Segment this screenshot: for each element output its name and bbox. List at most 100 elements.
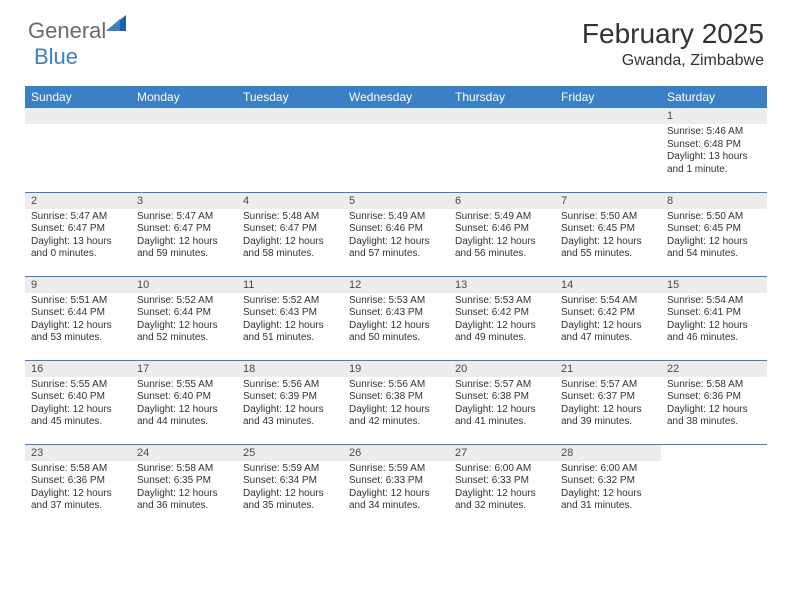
day-number: 5: [343, 193, 449, 209]
calendar-week-row: 2Sunrise: 5:47 AMSunset: 6:47 PMDaylight…: [25, 192, 767, 276]
day-details: Sunrise: 5:54 AMSunset: 6:42 PMDaylight:…: [555, 293, 661, 349]
sunrise-text: Sunrise: 5:48 AM: [243, 211, 337, 224]
sunrise-text: Sunrise: 6:00 AM: [455, 463, 549, 476]
col-sunday: Sunday: [25, 86, 131, 108]
page-header: General February 2025 Gwanda, Zimbabwe: [0, 0, 792, 78]
day-number-empty: [555, 108, 661, 124]
sunrise-text: Sunrise: 5:58 AM: [667, 379, 761, 392]
day-number-empty: [661, 445, 767, 461]
sunrise-text: Sunrise: 5:49 AM: [349, 211, 443, 224]
sunset-text: Sunset: 6:42 PM: [455, 307, 549, 320]
sunrise-text: Sunrise: 5:57 AM: [455, 379, 549, 392]
calendar-day-cell: 19Sunrise: 5:56 AMSunset: 6:38 PMDayligh…: [343, 360, 449, 444]
daylight-text: Daylight: 12 hours and 46 minutes.: [667, 320, 761, 345]
sunset-text: Sunset: 6:36 PM: [667, 391, 761, 404]
day-number: 24: [131, 445, 237, 461]
sunset-text: Sunset: 6:42 PM: [561, 307, 655, 320]
sunrise-text: Sunrise: 5:50 AM: [561, 211, 655, 224]
calendar-day-cell: [555, 108, 661, 192]
daylight-text: Daylight: 12 hours and 53 minutes.: [31, 320, 125, 345]
day-details: Sunrise: 5:57 AMSunset: 6:37 PMDaylight:…: [555, 377, 661, 433]
daylight-text: Daylight: 12 hours and 51 minutes.: [243, 320, 337, 345]
day-details: Sunrise: 5:59 AMSunset: 6:34 PMDaylight:…: [237, 461, 343, 517]
day-details: Sunrise: 5:46 AMSunset: 6:48 PMDaylight:…: [661, 124, 767, 180]
daylight-text: Daylight: 13 hours and 0 minutes.: [31, 236, 125, 261]
calendar-day-cell: 24Sunrise: 5:58 AMSunset: 6:35 PMDayligh…: [131, 444, 237, 528]
calendar-day-cell: 26Sunrise: 5:59 AMSunset: 6:33 PMDayligh…: [343, 444, 449, 528]
calendar-day-cell: [25, 108, 131, 192]
calendar-day-cell: 14Sunrise: 5:54 AMSunset: 6:42 PMDayligh…: [555, 276, 661, 360]
calendar-day-cell: 4Sunrise: 5:48 AMSunset: 6:47 PMDaylight…: [237, 192, 343, 276]
daylight-text: Daylight: 12 hours and 38 minutes.: [667, 404, 761, 429]
day-number-empty: [131, 108, 237, 124]
sunset-text: Sunset: 6:32 PM: [561, 475, 655, 488]
col-monday: Monday: [131, 86, 237, 108]
daylight-text: Daylight: 12 hours and 32 minutes.: [455, 488, 549, 513]
calendar-day-cell: 27Sunrise: 6:00 AMSunset: 6:33 PMDayligh…: [449, 444, 555, 528]
daylight-text: Daylight: 12 hours and 45 minutes.: [31, 404, 125, 429]
day-number: 28: [555, 445, 661, 461]
sunrise-text: Sunrise: 5:53 AM: [349, 295, 443, 308]
day-number: 18: [237, 361, 343, 377]
sunrise-text: Sunrise: 5:46 AM: [667, 126, 761, 139]
daylight-text: Daylight: 12 hours and 41 minutes.: [455, 404, 549, 429]
calendar-day-cell: [131, 108, 237, 192]
sunset-text: Sunset: 6:36 PM: [31, 475, 125, 488]
day-details: Sunrise: 5:48 AMSunset: 6:47 PMDaylight:…: [237, 209, 343, 265]
daylight-text: Daylight: 12 hours and 55 minutes.: [561, 236, 655, 261]
day-number: 22: [661, 361, 767, 377]
daylight-text: Daylight: 12 hours and 35 minutes.: [243, 488, 337, 513]
calendar-day-cell: 2Sunrise: 5:47 AMSunset: 6:47 PMDaylight…: [25, 192, 131, 276]
day-details: Sunrise: 5:58 AMSunset: 6:35 PMDaylight:…: [131, 461, 237, 517]
day-number: 27: [449, 445, 555, 461]
day-details: Sunrise: 5:50 AMSunset: 6:45 PMDaylight:…: [555, 209, 661, 265]
daylight-text: Daylight: 12 hours and 44 minutes.: [137, 404, 231, 429]
calendar-day-cell: 25Sunrise: 5:59 AMSunset: 6:34 PMDayligh…: [237, 444, 343, 528]
calendar-day-cell: 5 Sunrise: 5:49 AMSunset: 6:46 PMDaylight…: [343, 192, 449, 276]
sunrise-text: Sunrise: 5:47 AM: [31, 211, 125, 224]
sunrise-text: Sunrise: 5:58 AM: [31, 463, 125, 476]
sunset-text: Sunset: 6:40 PM: [137, 391, 231, 404]
day-number: 11: [237, 277, 343, 293]
col-friday: Friday: [555, 86, 661, 108]
sunset-text: Sunset: 6:43 PM: [243, 307, 337, 320]
title-block: February 2025 Gwanda, Zimbabwe: [582, 18, 764, 70]
calendar-day-cell: 20Sunrise: 5:57 AMSunset: 6:38 PMDayligh…: [449, 360, 555, 444]
day-number: 9: [25, 277, 131, 293]
calendar-day-cell: 1Sunrise: 5:46 AMSunset: 6:48 PMDaylight…: [661, 108, 767, 192]
day-number: 2: [25, 193, 131, 209]
sunrise-text: Sunrise: 5:57 AM: [561, 379, 655, 392]
sunrise-text: Sunrise: 5:59 AM: [349, 463, 443, 476]
sunrise-text: Sunrise: 5:52 AM: [243, 295, 337, 308]
daylight-text: Daylight: 12 hours and 58 minutes.: [243, 236, 337, 261]
sunset-text: Sunset: 6:46 PM: [349, 223, 443, 236]
sunrise-text: Sunrise: 6:00 AM: [561, 463, 655, 476]
day-number: 14: [555, 277, 661, 293]
sunset-text: Sunset: 6:34 PM: [243, 475, 337, 488]
daylight-text: Daylight: 12 hours and 43 minutes.: [243, 404, 337, 429]
day-details: Sunrise: 6:00 AMSunset: 6:33 PMDaylight:…: [449, 461, 555, 517]
calendar-day-cell: 18Sunrise: 5:56 AMSunset: 6:39 PMDayligh…: [237, 360, 343, 444]
calendar-day-cell: [449, 108, 555, 192]
daylight-text: Daylight: 12 hours and 57 minutes.: [349, 236, 443, 261]
brand-part2: Blue: [34, 44, 78, 69]
calendar-day-cell: 9Sunrise: 5:51 AMSunset: 6:44 PMDaylight…: [25, 276, 131, 360]
calendar-day-cell: 22 Sunrise: 5:58 AMSunset: 6:36 PMDayligh…: [661, 360, 767, 444]
day-details: Sunrise: 5:56 AMSunset: 6:38 PMDaylight:…: [343, 377, 449, 433]
calendar-day-cell: 23 Sunrise: 5:58 AMSunset: 6:36 PMDayligh…: [25, 444, 131, 528]
sunrise-text: Sunrise: 5:53 AM: [455, 295, 549, 308]
calendar-table: Sunday Monday Tuesday Wednesday Thursday…: [25, 86, 767, 528]
daylight-text: Daylight: 12 hours and 52 minutes.: [137, 320, 231, 345]
day-number: 15: [661, 277, 767, 293]
day-details: Sunrise: 5:50 AMSunset: 6:45 PMDaylight:…: [661, 209, 767, 265]
daylight-text: Daylight: 12 hours and 34 minutes.: [349, 488, 443, 513]
sunset-text: Sunset: 6:38 PM: [349, 391, 443, 404]
day-number: 23: [25, 445, 131, 461]
calendar-day-cell: 11 Sunrise: 5:52 AMSunset: 6:43 PMDayligh…: [237, 276, 343, 360]
daylight-text: Daylight: 12 hours and 37 minutes.: [31, 488, 125, 513]
day-number: 3: [131, 193, 237, 209]
sunrise-text: Sunrise: 5:47 AM: [137, 211, 231, 224]
calendar-day-cell: 17Sunrise: 5:55 AMSunset: 6:40 PMDayligh…: [131, 360, 237, 444]
day-number: 13: [449, 277, 555, 293]
day-details: Sunrise: 5:54 AMSunset: 6:41 PMDaylight:…: [661, 293, 767, 349]
